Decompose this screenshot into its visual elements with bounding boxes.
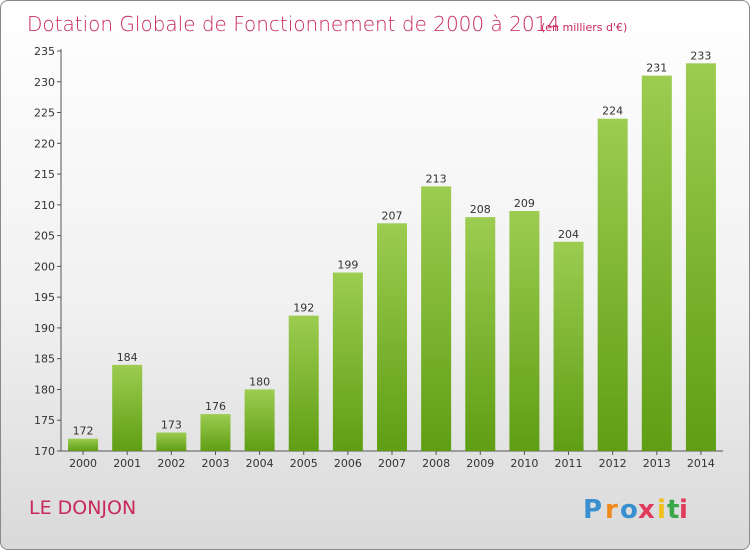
- bar: [68, 438, 99, 451]
- y-tick-label: 235: [34, 45, 55, 58]
- bar: [421, 186, 452, 451]
- x-axis: 2000 2001 2002 2003 2004 2005 2006 2007 2008 2009…: [61, 450, 723, 470]
- bar-value-label: 172: [73, 425, 94, 438]
- x-tick-label: 2009: [466, 457, 494, 470]
- bar-value-label: 176: [205, 400, 226, 413]
- bar: [377, 223, 407, 451]
- bar: [685, 63, 716, 452]
- logo-letter: i: [679, 495, 688, 525]
- x-tick-label: 2011: [555, 457, 583, 470]
- x-tick-label: 2001: [113, 457, 141, 470]
- bar-value-label: 224: [602, 105, 623, 118]
- bar: [465, 217, 496, 451]
- bar-value-label: 192: [293, 302, 314, 315]
- y-axis: 170 175 180 185 190 195 200 205 210 215 220 225 230 2…: [34, 45, 62, 458]
- bar-value-label: 204: [558, 228, 579, 241]
- bar: [332, 272, 363, 451]
- bars: 172 184 173 176 180 192 199 207 213 208 209 204 224 2…: [68, 49, 716, 452]
- bar: [244, 389, 275, 451]
- bar: [200, 414, 231, 451]
- x-tick-label: 2008: [422, 457, 450, 470]
- bar-value-label: 207: [382, 209, 403, 222]
- logo-letter: x: [638, 495, 655, 525]
- y-tick-label: 175: [34, 414, 55, 427]
- logo-letter: P: [583, 495, 602, 525]
- y-tick-label: 205: [34, 230, 55, 243]
- chart-subtitle: (en milliers d'€): [541, 21, 627, 34]
- x-tick-label: 2013: [643, 457, 671, 470]
- y-tick-label: 220: [34, 137, 55, 150]
- y-tick-label: 225: [34, 107, 55, 120]
- x-tick-label: 2002: [157, 457, 185, 470]
- y-tick-label: 185: [34, 353, 55, 366]
- y-tick-label: 170: [34, 445, 55, 458]
- y-tick-label: 210: [34, 199, 55, 212]
- commune-name: LE DONJON: [29, 497, 136, 519]
- y-tick-label: 190: [34, 322, 55, 335]
- bar: [288, 315, 319, 451]
- bar: [156, 432, 187, 451]
- bar-value-label: 209: [514, 197, 535, 210]
- bar: [641, 75, 672, 451]
- x-tick-label: 2005: [290, 457, 318, 470]
- bar: [509, 211, 540, 451]
- bar-value-label: 180: [249, 375, 270, 388]
- x-tick-label: 2012: [599, 457, 627, 470]
- x-tick-label: 2010: [510, 457, 538, 470]
- bar-value-label: 208: [470, 203, 491, 216]
- bar: [553, 241, 584, 451]
- bar-value-label: 213: [426, 172, 447, 185]
- bar: [112, 364, 143, 451]
- x-tick-label: 2004: [246, 457, 274, 470]
- y-tick-label: 195: [34, 291, 55, 304]
- bar-value-label: 199: [337, 259, 358, 272]
- x-tick-label: 2014: [687, 457, 715, 470]
- x-tick-label: 2006: [334, 457, 362, 470]
- logo-letter: o: [620, 495, 638, 525]
- x-tick-label: 2003: [201, 457, 229, 470]
- y-tick-label: 230: [34, 76, 55, 89]
- logo-letter: i: [657, 495, 666, 525]
- y-tick-label: 180: [34, 383, 55, 396]
- bar-value-label: 231: [646, 62, 667, 75]
- bar-value-label: 173: [161, 419, 182, 432]
- y-tick-label: 215: [34, 168, 55, 181]
- bar-value-label: 184: [117, 351, 138, 364]
- y-tick-label: 200: [34, 260, 55, 273]
- chart-title: Dotation Globale de Fonctionnement de 20…: [27, 12, 560, 36]
- bar-value-label: 233: [690, 49, 711, 62]
- logo-letter: r: [605, 495, 618, 525]
- logo-letter: t: [667, 495, 679, 525]
- x-tick-label: 2000: [69, 457, 97, 470]
- x-tick-label: 2007: [378, 457, 406, 470]
- bar: [597, 118, 628, 451]
